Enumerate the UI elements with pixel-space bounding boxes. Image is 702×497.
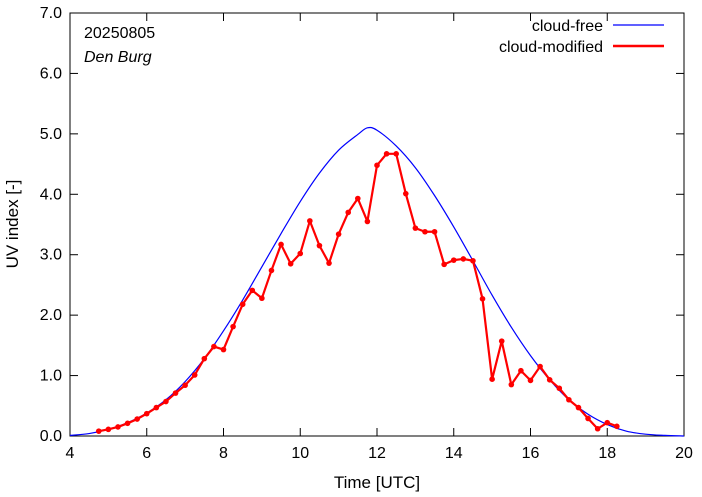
data-point-cloud-modified [191,372,198,378]
x-tick-label: 12 [368,445,386,462]
data-point-cloud-modified [575,404,582,411]
data-point-cloud-modified [335,231,342,237]
data-point-cloud-modified [105,426,112,433]
y-tick-label: 0.0 [40,428,62,445]
data-point-cloud-modified [172,390,179,396]
data-point-cloud-modified [431,228,438,235]
data-point-cloud-modified [383,150,390,157]
data-point-cloud-modified [316,242,323,249]
legend: cloud-free cloud-modified [499,18,664,56]
data-point-cloud-modified [163,398,169,405]
data-point-cloud-modified [211,343,217,350]
data-point-cloud-modified [412,225,419,231]
x-tick-label: 16 [522,445,540,462]
data-point-cloud-modified [134,416,140,422]
data-point-cloud-modified [364,218,371,225]
plot-frame [69,12,685,437]
data-point-cloud-modified [402,190,409,197]
data-point-cloud-modified [220,346,227,353]
axis-ticks [69,12,685,437]
data-point-cloud-modified [239,301,246,308]
data-point-cloud-modified [355,195,361,202]
legend-label-cloud-modified: cloud-modified [499,39,603,56]
data-point-cloud-modified [201,355,208,362]
data-point-cloud-modified [508,381,515,388]
data-point-cloud-modified [153,404,160,411]
x-tick-label: 4 [66,445,75,462]
data-point-cloud-modified [249,287,256,294]
x-tick-label: 8 [219,445,228,462]
y-tick-label: 4.0 [40,186,62,203]
data-point-cloud-modified [518,367,524,374]
y-tick-label: 2.0 [40,307,62,324]
x-tick-label: 6 [142,445,151,462]
y-tick-label: 7.0 [40,5,62,22]
data-point-cloud-modified [546,377,553,383]
data-point-cloud-modified [594,425,601,432]
data-point-cloud-modified [537,363,543,370]
x-tick-label: 10 [291,445,309,462]
data-point-cloud-modified [307,218,313,224]
series-layer [69,126,685,437]
legend-label-cloud-free: cloud-free [532,18,603,35]
x-tick-label: 20 [675,445,693,462]
data-point-cloud-modified [345,209,352,216]
y-tick-label: 6.0 [40,65,62,82]
date-annotation: 20250805 [84,25,155,42]
data-point-cloud-modified [566,396,572,403]
station-annotation: Den Burg [84,49,152,66]
x-tick-label: 14 [445,445,463,462]
data-point-cloud-modified [479,296,486,302]
data-point-cloud-modified [498,338,505,344]
y-tick-label: 3.0 [40,247,62,264]
y-axis-label: UV index [-] [3,180,22,269]
data-point-cloud-modified [393,150,399,157]
data-point-cloud-modified [182,382,188,389]
data-point-cloud-modified [422,228,428,235]
data-point-cloud-modified [374,162,380,169]
x-axis-label: Time [UTC] [334,473,420,492]
data-point-cloud-modified [326,260,332,266]
y-tick-label: 5.0 [40,126,62,143]
series-line-cloud-free [69,126,685,437]
x-tick-label: 18 [598,445,616,462]
data-point-cloud-modified [441,261,447,268]
data-point-cloud-modified [287,260,294,267]
data-point-cloud-modified [278,241,284,248]
data-point-cloud-modified [95,428,102,434]
data-point-cloud-modified [489,376,495,382]
y-tick-labels: 0.0 1.0 2.0 3.0 4.0 5.0 6.0 7.0 [40,5,62,445]
data-point-cloud-modified [460,256,467,262]
data-point-cloud-modified [604,419,611,426]
y-tick-label: 1.0 [40,368,62,385]
data-point-cloud-modified [124,420,131,427]
data-point-cloud-modified [450,257,457,263]
data-point-cloud-modified [115,424,121,430]
data-point-cloud-modified [297,250,304,257]
data-point-cloud-modified [614,423,620,430]
data-point-cloud-modified [230,323,236,330]
data-point-cloud-modified [259,295,265,302]
x-tick-labels: 4 6 8 10 12 14 16 18 20 [66,445,693,462]
data-point-cloud-modified [585,415,591,422]
data-point-cloud-modified [268,267,275,274]
data-point-cloud-modified [143,410,150,417]
data-point-cloud-modified [556,385,563,392]
data-point-cloud-modified [470,257,476,264]
data-point-cloud-modified [527,377,534,384]
